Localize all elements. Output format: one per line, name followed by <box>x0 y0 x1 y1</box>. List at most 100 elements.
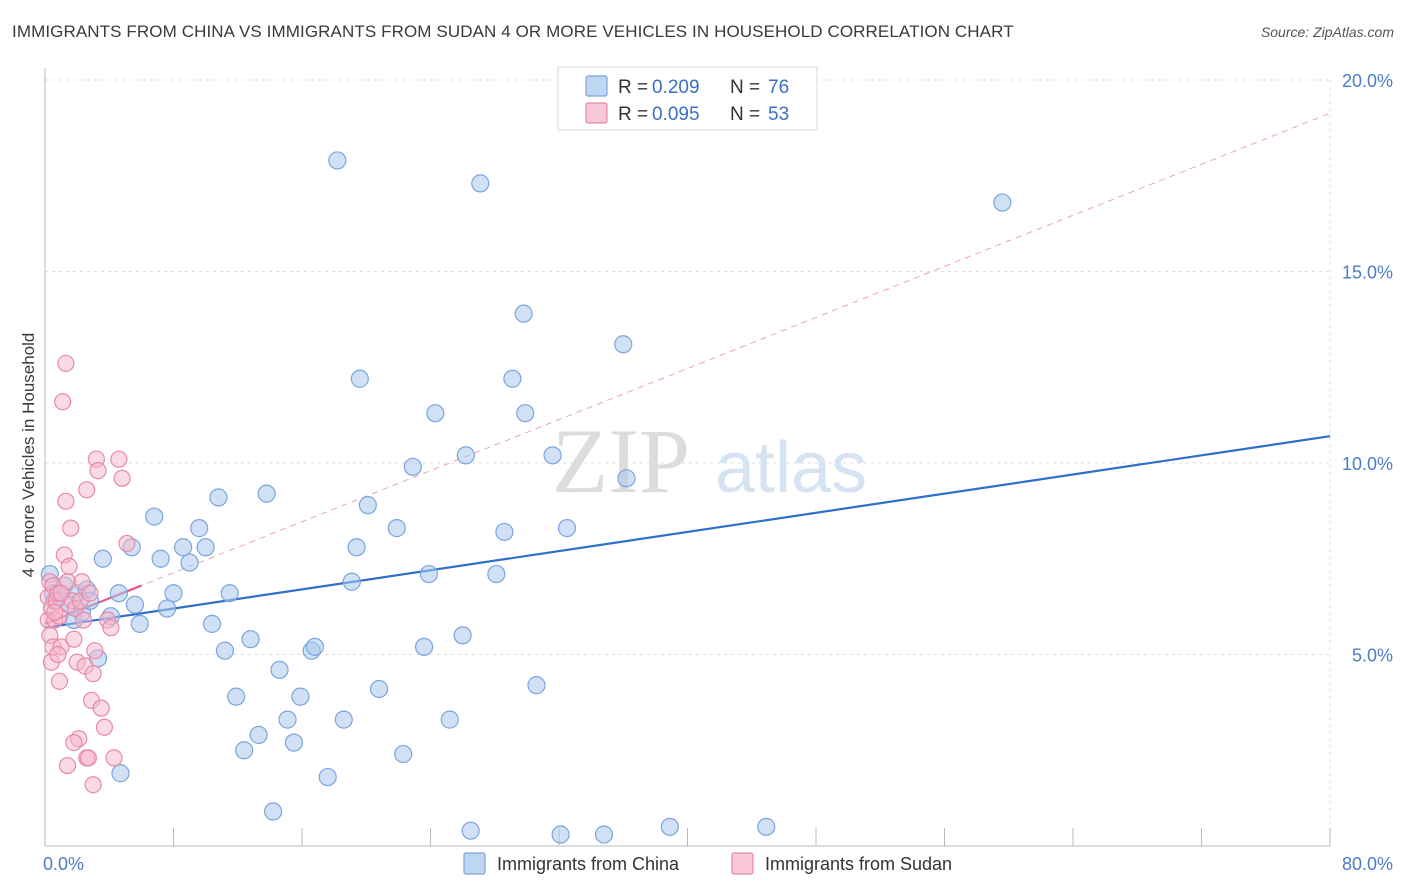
point-sudan <box>102 619 120 637</box>
series-sudan-points <box>39 354 136 794</box>
point-china <box>551 825 570 844</box>
legend-china-r-label: R = <box>618 77 648 98</box>
point-sudan <box>65 733 83 752</box>
point-china <box>453 626 472 645</box>
y-axis-title: 4 or more Vehicles in Household <box>19 333 38 578</box>
point-china <box>130 614 149 633</box>
point-china <box>125 595 145 614</box>
point-china <box>394 744 413 764</box>
point-sudan <box>62 519 80 537</box>
point-china <box>557 519 577 538</box>
point-china <box>93 549 112 568</box>
series-legend: Immigrants from China Immigrants from Su… <box>463 852 952 875</box>
point-china <box>456 446 475 465</box>
point-china <box>278 710 297 729</box>
axes <box>44 68 1331 847</box>
bottom-legend-swatch-china <box>463 852 486 875</box>
point-china <box>190 519 209 538</box>
point-china <box>414 637 434 656</box>
point-china <box>334 710 353 729</box>
point-china <box>387 519 406 538</box>
point-china <box>111 764 130 783</box>
trend-sudan-extension <box>44 112 1331 625</box>
point-china <box>419 564 438 584</box>
point-china <box>370 679 389 699</box>
point-china <box>215 641 234 660</box>
point-china <box>503 369 522 388</box>
point-sudan <box>81 584 99 602</box>
point-china <box>403 457 422 476</box>
point-china <box>594 825 614 844</box>
stats-legend: R = 0.209 N = 76 R = 0.095 N = 53 <box>557 66 818 131</box>
point-china <box>164 584 183 603</box>
point-sudan <box>89 462 107 480</box>
x-tick-label: 80.0% <box>1342 854 1393 874</box>
point-china <box>180 553 199 572</box>
point-sudan <box>79 749 97 767</box>
point-china <box>145 507 164 526</box>
tick-labels: 5.0% 10.0% 15.0% 20.0% 0.0% 80.0% <box>43 71 1393 874</box>
legend-china-n-label: N = <box>730 77 760 98</box>
point-china <box>257 484 276 503</box>
y-tick-label: 5.0% <box>1352 646 1393 666</box>
point-china <box>151 549 170 568</box>
watermark-zip: ZIP <box>552 410 690 512</box>
point-china <box>157 599 177 618</box>
point-china <box>196 538 215 557</box>
point-sudan <box>78 481 96 499</box>
point-china <box>614 335 633 354</box>
point-china <box>440 710 459 729</box>
gridlines <box>45 79 1331 846</box>
point-china <box>241 630 260 649</box>
point-china <box>527 676 546 695</box>
point-china <box>291 687 310 706</box>
point-china <box>461 821 480 840</box>
chart-title: IMMIGRANTS FROM CHINA VS IMMIGRANTS FROM… <box>12 22 1014 41</box>
point-china <box>318 767 337 787</box>
point-china <box>305 637 324 656</box>
point-china <box>514 304 533 323</box>
point-china <box>757 817 776 836</box>
point-sudan <box>65 630 83 648</box>
point-sudan <box>57 354 75 373</box>
point-china <box>209 488 228 507</box>
bottom-legend-label-china: Immigrants from China <box>497 854 680 874</box>
point-china <box>263 802 283 821</box>
point-china <box>516 404 535 423</box>
point-china <box>350 369 369 388</box>
trend-line-china <box>44 435 1331 629</box>
point-sudan <box>58 756 77 775</box>
point-sudan <box>84 776 102 794</box>
watermark: ZIP atlas <box>552 410 867 512</box>
x-tick-label: 0.0% <box>43 854 84 874</box>
point-china <box>993 193 1012 212</box>
point-sudan <box>54 393 72 411</box>
point-china <box>235 741 254 760</box>
point-china <box>495 522 514 542</box>
bottom-legend-swatch-sudan <box>731 852 754 875</box>
point-sudan <box>57 492 75 510</box>
point-china <box>249 725 268 745</box>
legend-sudan-r-label: R = <box>618 104 648 125</box>
point-sudan <box>52 584 70 602</box>
point-sudan <box>84 665 102 683</box>
point-china <box>328 151 347 170</box>
y-tick-label: 20.0% <box>1342 71 1393 91</box>
point-sudan <box>113 469 131 487</box>
legend-sudan-n-value: 53 <box>768 104 789 125</box>
point-china <box>270 660 289 679</box>
point-sudan <box>46 603 64 621</box>
point-sudan <box>110 450 128 468</box>
point-china <box>426 404 445 423</box>
point-sudan <box>86 642 104 660</box>
point-china <box>109 584 128 603</box>
source-credit: Source: ZipAtlas.com <box>1260 24 1394 40</box>
point-sudan <box>60 557 78 576</box>
point-china <box>471 174 490 193</box>
point-sudan <box>92 699 110 717</box>
legend-swatch-sudan <box>585 102 608 124</box>
legend-sudan-r-value: 0.095 <box>652 104 700 125</box>
point-china <box>202 614 222 633</box>
point-china <box>284 733 304 752</box>
